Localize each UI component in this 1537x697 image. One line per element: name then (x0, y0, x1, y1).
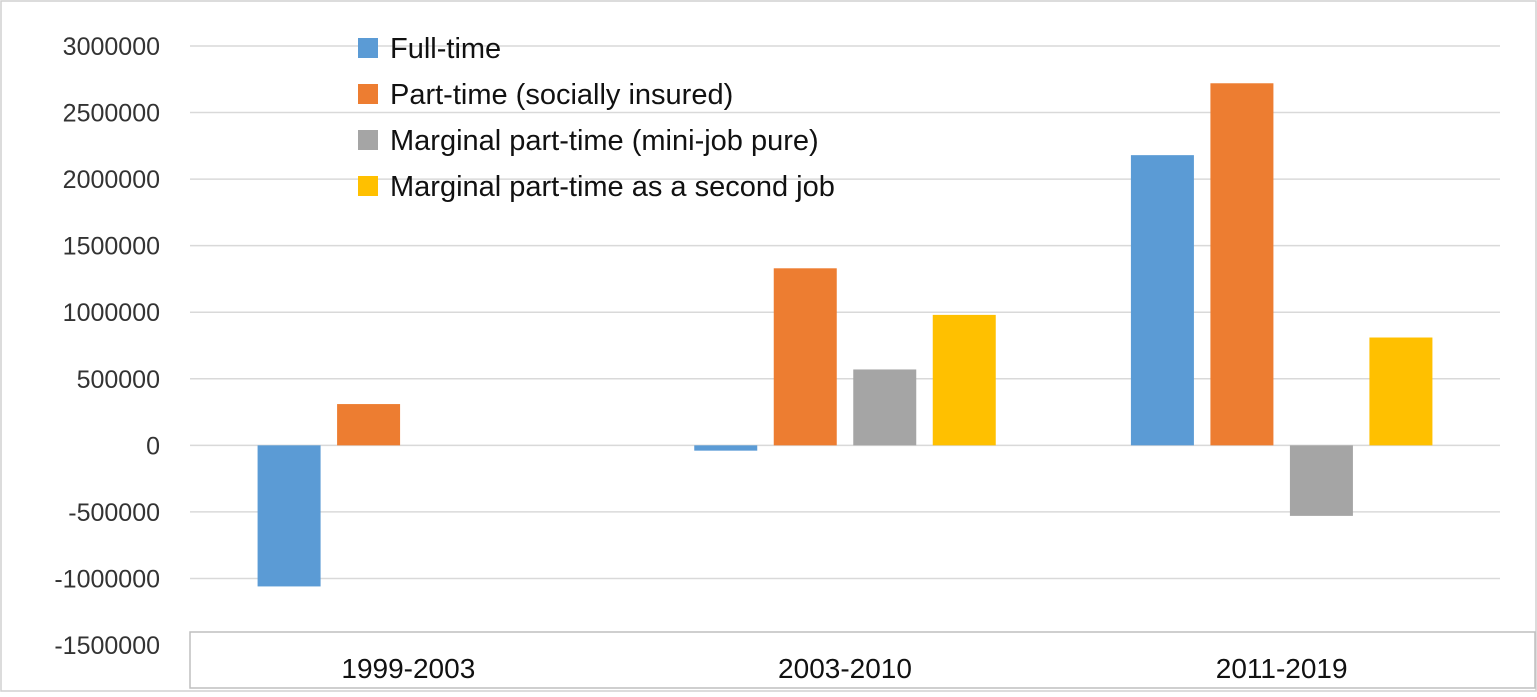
y-tick-label: 0 (146, 432, 160, 460)
legend-item: Marginal part-time as a second job (358, 171, 835, 203)
y-tick-label: 1000000 (63, 299, 160, 327)
legend-swatch (358, 38, 378, 58)
bar (932, 314, 996, 446)
legend-swatch (358, 176, 378, 196)
y-tick-label: 3000000 (63, 33, 160, 61)
legend-item: Full-time (358, 33, 501, 65)
x-axis-tick-labels: 1999-2003 2003-2010 2011-2019 (341, 653, 1347, 684)
y-axis-tick-labels: 3000000 2500000 2000000 1500000 1000000 50000… (54, 33, 160, 660)
bar (1130, 155, 1194, 446)
legend-label: Marginal part-time (mini-job pure) (390, 125, 819, 157)
bar (1369, 337, 1433, 446)
bar (337, 404, 401, 446)
bar (1289, 445, 1353, 516)
bar (773, 268, 837, 446)
y-tick-label: 2500000 (63, 100, 160, 128)
y-tick-label: -1000000 (54, 565, 160, 593)
bar (694, 445, 758, 451)
legend-label: Part-time (socially insured) (390, 79, 733, 111)
y-tick-label: -1500000 (54, 632, 160, 660)
legend-label: Full-time (390, 33, 501, 65)
legend-swatch (358, 84, 378, 104)
legend-swatch (358, 130, 378, 150)
y-tick-label: 1500000 (63, 233, 160, 261)
gridlines (190, 45, 1500, 580)
bar (257, 445, 321, 587)
legend-label: Marginal part-time as a second job (390, 171, 835, 203)
y-tick-label: -500000 (68, 499, 160, 527)
x-tick-label: 1999-2003 (341, 653, 475, 684)
legend-item: Marginal part-time (mini-job pure) (358, 125, 819, 157)
bar (1210, 83, 1274, 446)
x-tick-label: 2011-2019 (1216, 653, 1348, 684)
bar (853, 369, 917, 446)
y-tick-label: 500000 (77, 366, 160, 394)
category-axis-box (189, 631, 1536, 689)
legend-item: Part-time (socially insured) (358, 79, 733, 111)
y-tick-label: 2000000 (63, 166, 160, 194)
legend: Full-time Part-time (socially insured) Mar… (358, 33, 835, 203)
bars (257, 83, 1433, 587)
x-tick-label: 2003-2010 (778, 653, 912, 684)
